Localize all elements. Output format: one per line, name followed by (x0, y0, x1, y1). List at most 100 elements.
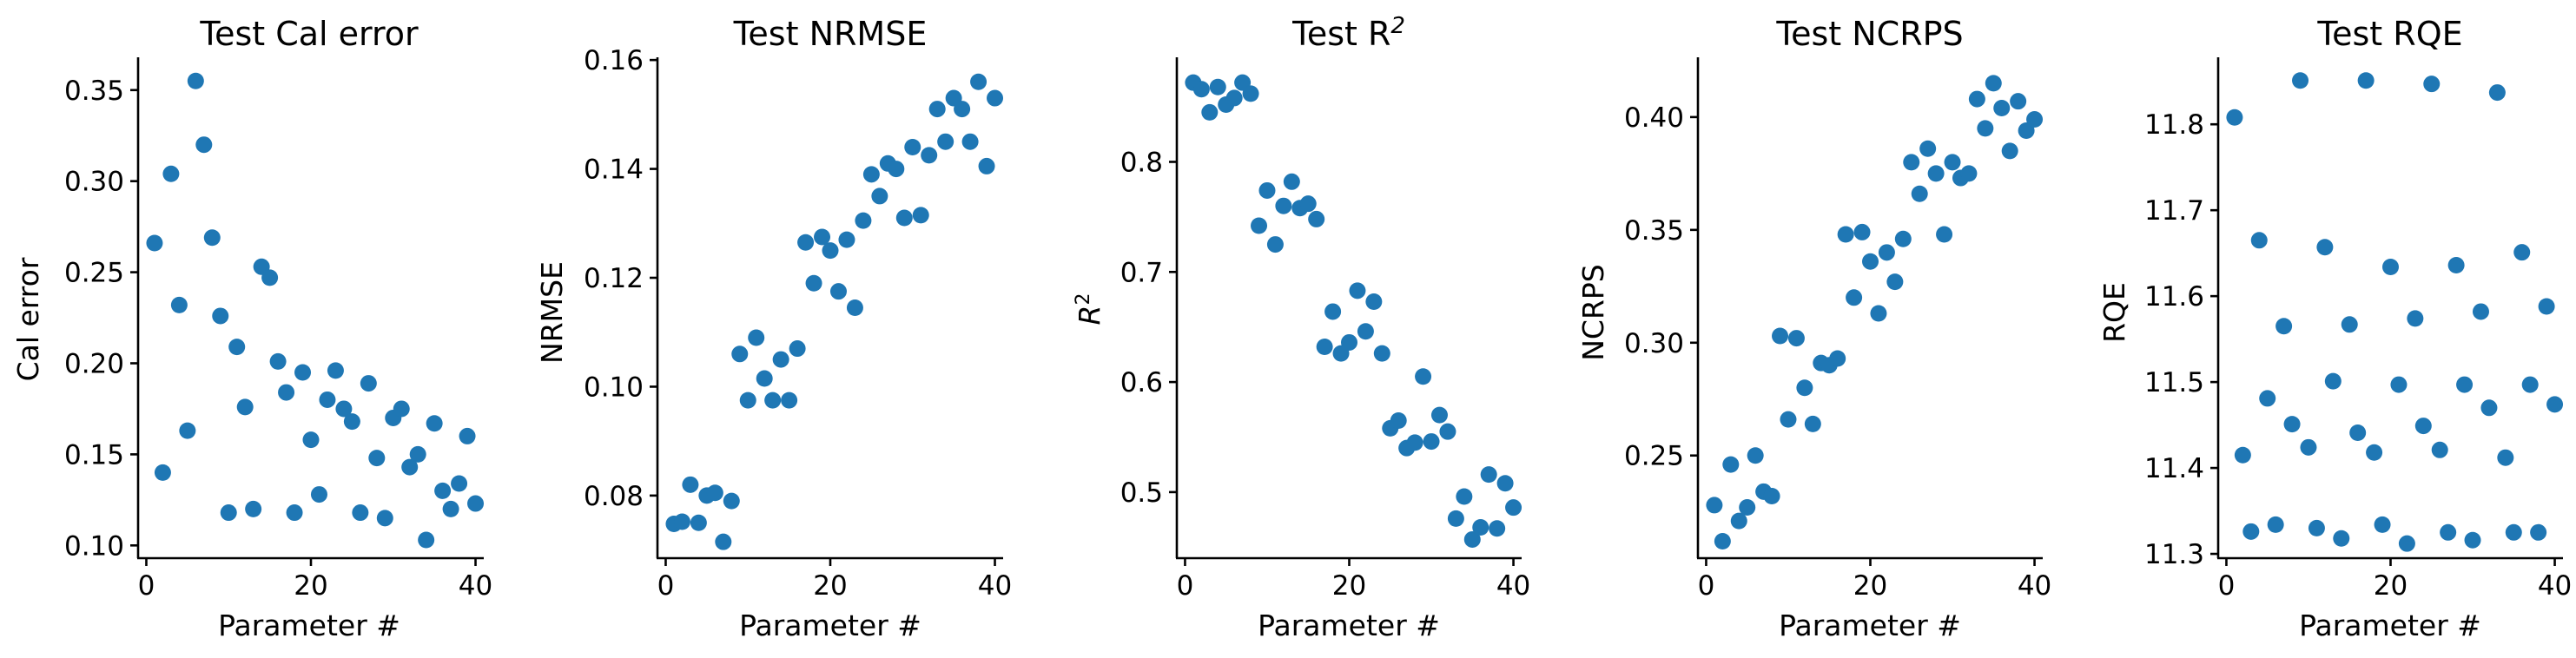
y-tick-label: 0.35 (1624, 215, 1684, 247)
x-tick-label: 40 (459, 570, 492, 602)
data-point (781, 392, 798, 409)
data-point (1787, 330, 1805, 347)
x-tick-label: 0 (2218, 570, 2236, 602)
x-tick-label: 0 (1177, 570, 1194, 602)
data-point (1862, 253, 1879, 270)
data-point (1308, 210, 1325, 227)
data-point (2226, 109, 2243, 126)
data-point (1299, 195, 1317, 213)
data-point (294, 364, 312, 381)
axis-ticks: 0 20 40 0.25 0.30 0.35 0.40 (1624, 102, 2051, 602)
y-tick-label: 0.8 (1120, 147, 1163, 178)
data-point (327, 362, 344, 379)
data-point (2357, 72, 2375, 89)
x-tick-label: 40 (1496, 570, 1530, 602)
data-point (1903, 154, 1920, 171)
y-tick-label: 0.25 (1624, 441, 1684, 472)
y-tick-label: 0.12 (584, 263, 644, 294)
data-point (1763, 488, 1780, 505)
data-point (673, 513, 690, 530)
x-tick-label: 20 (2374, 570, 2408, 602)
axis-ticks: 0 20 40 11.3 11.4 11.5 11.6 11.7 11.8 (2144, 109, 2572, 602)
x-axis-label: Parameter # (2299, 609, 2481, 642)
x-axis-label: Parameter # (1258, 609, 1440, 642)
y-axis-label: RQE (2097, 282, 2131, 343)
data-point (179, 422, 196, 439)
y-axis-label: NCRPS (1576, 264, 1610, 361)
x-tick-label: 0 (138, 570, 155, 602)
x-tick-label: 40 (978, 570, 1012, 602)
y-axis-label: R2 (1073, 293, 1106, 326)
data-point (1225, 89, 1243, 107)
data-point (921, 147, 938, 164)
data-point (1870, 305, 1887, 322)
data-point (2026, 110, 2044, 128)
data-point (2398, 535, 2415, 552)
data-point (261, 269, 279, 286)
y-tick-label: 0.30 (1624, 328, 1684, 359)
data-point (2447, 257, 2465, 274)
data-point (1747, 447, 1764, 464)
data-point (203, 229, 221, 247)
data-point (1886, 273, 1904, 291)
data-point (352, 504, 369, 522)
data-point (829, 283, 847, 300)
data-point (1480, 466, 1497, 484)
axis-ticks: 0 20 40 0.08 0.10 0.12 0.14 0.16 (584, 45, 1012, 602)
x-tick-label: 40 (2018, 570, 2051, 602)
data-point (2505, 523, 2522, 541)
data-point (1430, 406, 1448, 424)
data-point (2300, 438, 2317, 456)
data-point (459, 427, 476, 444)
data-point (1373, 345, 1390, 362)
y-tick-label: 0.16 (584, 45, 644, 76)
data-point (434, 482, 452, 499)
data-point (855, 212, 872, 229)
data-point (814, 228, 831, 246)
data-point (1201, 103, 1219, 121)
data-point (2546, 396, 2564, 413)
data-point (2316, 239, 2334, 256)
data-point (360, 375, 377, 392)
y-tick-label: 0.7 (1120, 257, 1163, 288)
data-point (1936, 226, 1953, 243)
data-point (1365, 293, 1383, 311)
data-point (195, 136, 213, 154)
data-point (418, 531, 435, 549)
data-point (1275, 197, 1292, 214)
data-point (228, 339, 246, 356)
data-point (2497, 449, 2514, 466)
y-tick-label: 0.35 (64, 76, 124, 107)
y-axis-label: Cal error (11, 257, 45, 381)
chart-title: Test NRMSE (733, 15, 928, 53)
data-point (236, 398, 254, 416)
y-tick-label: 11.5 (2144, 367, 2204, 398)
data-points (146, 72, 485, 549)
data-points (1185, 74, 1522, 548)
data-point (1894, 230, 1912, 247)
data-point (846, 299, 863, 316)
data-point (1993, 99, 2011, 116)
data-point (928, 101, 946, 118)
data-points (1706, 75, 2044, 550)
data-point (1283, 173, 1300, 190)
data-point (162, 165, 180, 182)
data-point (1209, 78, 1226, 95)
data-point (723, 492, 740, 510)
data-point (937, 133, 954, 150)
data-point (1496, 475, 1514, 492)
y-axis-label: NRMSE (535, 261, 569, 364)
data-point (822, 242, 839, 260)
data-point (895, 209, 913, 227)
data-point (1739, 499, 1756, 517)
data-point (797, 234, 815, 251)
data-point (409, 445, 426, 463)
data-point (706, 484, 723, 502)
y-tick-label: 11.7 (2144, 195, 2204, 227)
data-point (2414, 418, 2432, 435)
data-point (1714, 533, 1731, 550)
x-tick-label: 20 (813, 570, 847, 602)
data-point (1846, 289, 1863, 306)
data-point (1730, 512, 1747, 530)
data-point (1406, 434, 1423, 451)
